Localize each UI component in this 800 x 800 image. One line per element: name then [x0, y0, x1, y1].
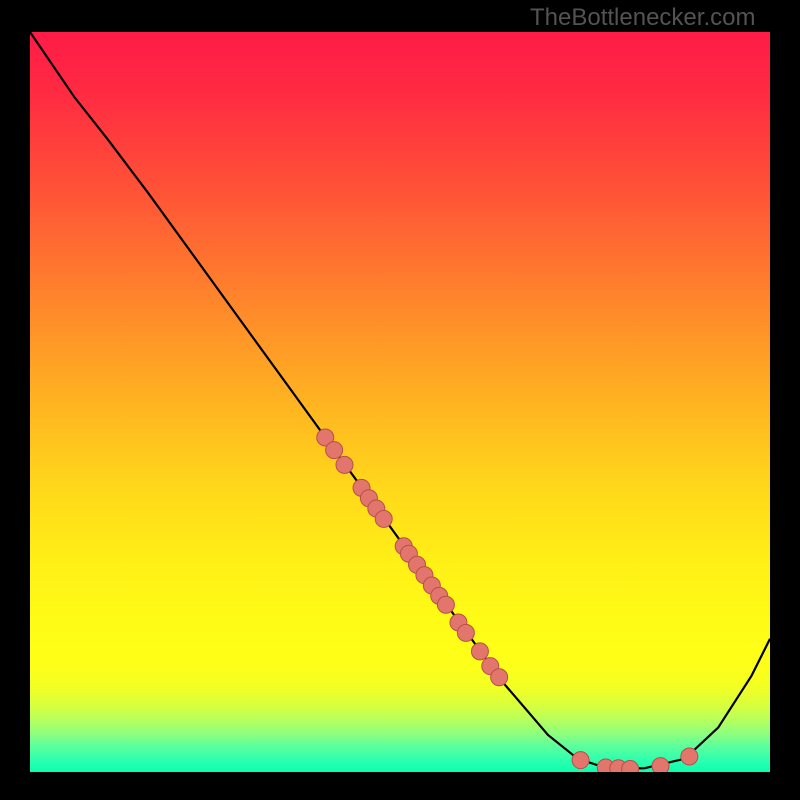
data-marker: [375, 510, 392, 527]
data-marker: [572, 752, 589, 769]
data-marker: [652, 758, 669, 772]
watermark-text: TheBottlenecker.com: [530, 4, 755, 32]
data-marker: [457, 624, 474, 641]
data-marker: [336, 456, 353, 473]
data-marker: [681, 748, 698, 765]
gradient-background: [30, 32, 770, 772]
data-marker: [491, 669, 508, 686]
data-marker: [471, 643, 488, 660]
plot-area: [30, 32, 770, 772]
data-marker: [437, 596, 454, 613]
chart-svg: [30, 32, 770, 772]
data-marker: [326, 442, 343, 459]
